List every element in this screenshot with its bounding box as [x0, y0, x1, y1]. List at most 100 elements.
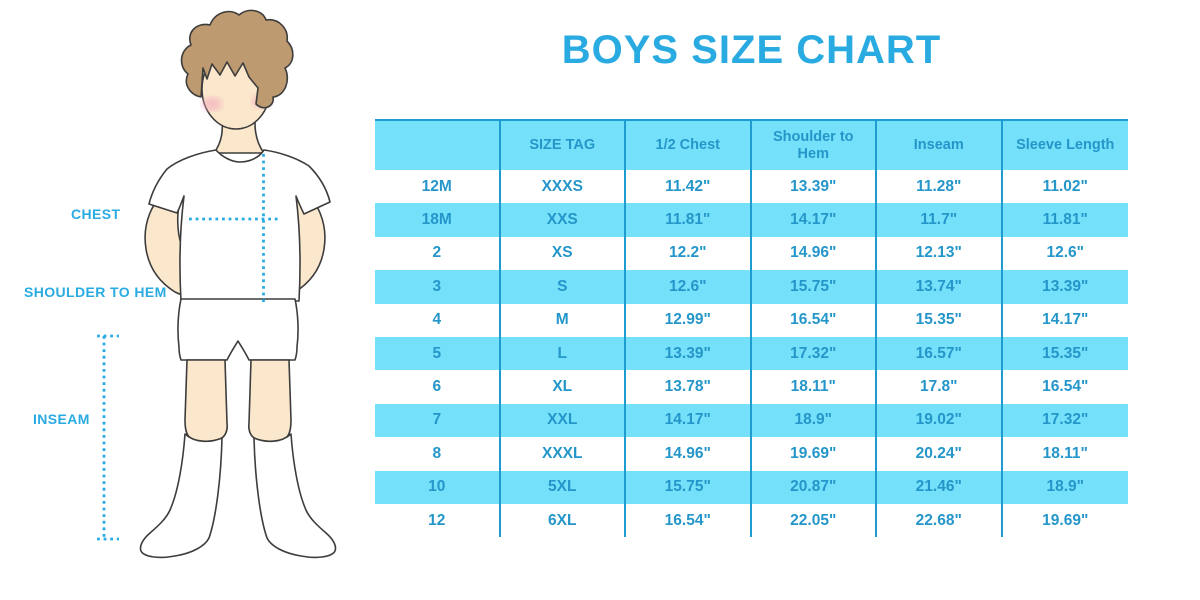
table-cell: 10 [375, 470, 501, 504]
table-cell: 11.7" [877, 203, 1003, 237]
table-cell: 11.02" [1042, 177, 1088, 195]
table-cell: 15.75" [752, 270, 877, 304]
table-cell: 8 [375, 437, 501, 471]
table-row: 10 5XL 15.75" 20.87" 21.46" 18.9" [375, 470, 1128, 504]
left-sock [139, 433, 223, 559]
table-cell: XXXS [501, 170, 626, 204]
table-cell: 15.35" [877, 303, 1003, 337]
table-cell: 18.11" [752, 370, 877, 404]
table-row: 7 XXL 14.17" 18.9" 19.02" 17.32" [375, 403, 1128, 438]
table-cell: 5XL [501, 470, 626, 504]
column-header-shoulder-hem: Shoulder to Hem [752, 121, 877, 170]
table-cell: 20.24" [877, 437, 1003, 471]
table-cell: 12.6" [1046, 244, 1085, 262]
right-sock [253, 433, 337, 559]
table-cell: 17.8" [877, 370, 1003, 404]
measurement-diagram: CHEST SHOULDER TO HEM INSEAM [0, 0, 370, 600]
table-cell: 21.46" [877, 470, 1003, 504]
table-cell: 19.02" [877, 403, 1003, 438]
table-cell: 12.13" [877, 236, 1003, 271]
table-cell: S [501, 270, 626, 304]
table-cell: 12M [375, 170, 501, 204]
table-cell: 13.78" [626, 370, 752, 404]
table-row: 6 XL 13.78" 18.11" 17.8" 16.54" [375, 370, 1128, 404]
table-cell: 13.39" [626, 336, 752, 371]
right-leg [248, 359, 292, 443]
table-cell: 18.9" [1046, 478, 1085, 496]
table-cell: 16.57" [877, 336, 1003, 371]
table-cell: 11.81" [1042, 211, 1088, 229]
table-cell: 14.96" [752, 236, 877, 271]
table-cell: 18.9" [752, 403, 877, 438]
table-row: 18M XXS 11.81" 14.17" 11.7" 11.81" [375, 203, 1128, 237]
table-cell: 11.42" [626, 170, 752, 204]
table-cell: 15.75" [626, 470, 752, 504]
table-cell: 22.05" [752, 503, 877, 538]
table-cell: XXXL [501, 437, 626, 471]
table-cell: 14.17" [752, 203, 877, 237]
boy-illustration [97, 9, 337, 559]
table-row: 3 S 12.6" 15.75" 13.74" 13.39" [375, 270, 1128, 304]
table-body: 12M XXXS 11.42" 13.39" 11.28" 11.02" 18M XXS 11.… [375, 170, 1128, 538]
table-cell: L [501, 336, 626, 371]
table-cell: 18.11" [1042, 444, 1088, 462]
table-cell: 4 [375, 303, 501, 337]
column-header-inseam: Inseam [877, 121, 1003, 170]
table-row: 5 L 13.39" 17.32" 16.57" 15.35" [375, 336, 1128, 371]
table-cell: 19.69" [752, 437, 877, 471]
t-shirt [148, 149, 331, 302]
table-row: 12M XXXS 11.42" 13.39" 11.28" 11.02" [375, 170, 1128, 204]
table-cell: XS [501, 236, 626, 271]
table-cell: 13.39" [1042, 277, 1089, 295]
table-cell: 20.87" [752, 470, 877, 504]
measurement-guides [97, 154, 278, 541]
size-table: SIZE TAG 1/2 Chest Shoulder to Hem Insea… [375, 119, 1128, 538]
chest-label: CHEST [71, 206, 121, 222]
table-cell: 12.2" [626, 236, 752, 271]
left-blush [202, 97, 222, 111]
page-title: BOYS SIZE CHART [561, 28, 942, 72]
table-cell: 18M [375, 203, 501, 237]
table-cell: 15.35" [1042, 344, 1089, 362]
table-cell: 14.17" [1042, 311, 1089, 329]
table-cell: 12.6" [626, 270, 752, 304]
table-cell: 16.54" [1042, 378, 1089, 396]
table-cell: 7 [375, 403, 501, 438]
table-row: 8 XXXL 14.96" 19.69" 20.24" 18.11" [375, 437, 1128, 471]
table-header-row: SIZE TAG 1/2 Chest Shoulder to Hem Insea… [375, 119, 1128, 170]
hair [180, 9, 294, 109]
table-row: 4 M 12.99" 16.54" 15.35" 14.17" [375, 303, 1128, 337]
table-cell: 6XL [501, 503, 626, 538]
left-leg [184, 359, 228, 443]
table-cell: M [501, 303, 626, 337]
table-cell: 11.81" [626, 203, 752, 237]
table-cell: 13.74" [877, 270, 1003, 304]
table-row: 2 XS 12.2" 14.96" 12.13" 12.6" [375, 236, 1128, 271]
table-cell: XXL [501, 403, 626, 438]
table-cell: 12.99" [626, 303, 752, 337]
table-cell: 2 [375, 236, 501, 271]
table-cell: 11.28" [877, 170, 1003, 204]
table-cell: 17.32" [1042, 411, 1089, 429]
table-cell: 16.54" [626, 503, 752, 538]
table-cell: 17.32" [752, 336, 877, 371]
column-header-size-tag: SIZE TAG [501, 121, 626, 170]
column-header-sleeve-length: Sleeve Length [1016, 137, 1115, 154]
table-cell: 6 [375, 370, 501, 404]
table-cell: 3 [375, 270, 501, 304]
column-header-size [375, 121, 501, 170]
table-cell: XL [501, 370, 626, 404]
table-cell: 13.39" [752, 170, 877, 204]
inseam-label: INSEAM [33, 411, 90, 427]
table-cell: XXS [501, 203, 626, 237]
table-cell: 14.17" [626, 403, 752, 438]
table-cell: 5 [375, 336, 501, 371]
column-header-half-chest: 1/2 Chest [626, 121, 752, 170]
table-row: 12 6XL 16.54" 22.05" 22.68" 19.69" [375, 503, 1128, 538]
table-cell: 16.54" [752, 303, 877, 337]
shorts [177, 298, 299, 361]
table-cell: 12 [375, 503, 501, 538]
table-cell: 14.96" [626, 437, 752, 471]
table-cell: 19.69" [1042, 511, 1089, 529]
